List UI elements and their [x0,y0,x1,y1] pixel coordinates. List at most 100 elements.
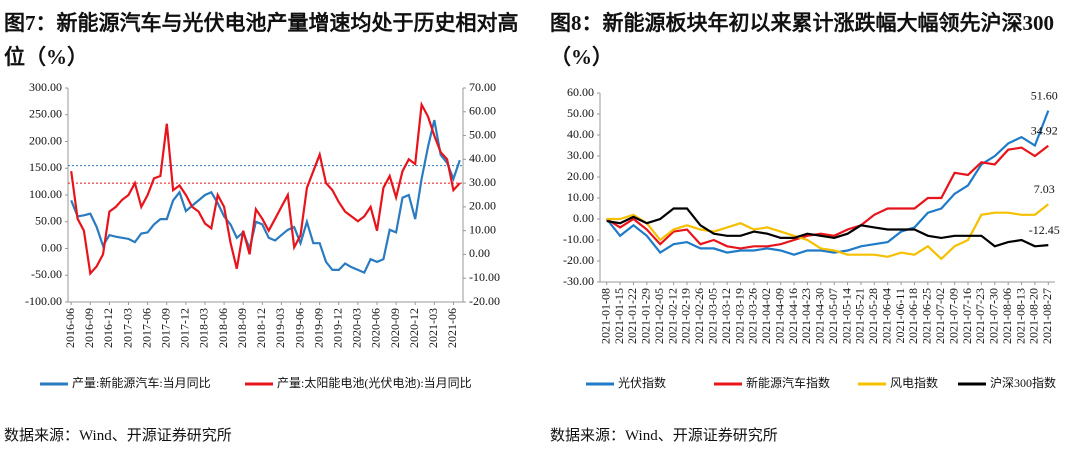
y2-tick-label: 40.00 [469,151,496,165]
legend-label: 风电指数 [890,375,938,390]
y-tick-label: 40.00 [567,127,594,141]
x-tick-label: 2021-06 [445,308,459,348]
y-tick-label: -20.00 [563,253,594,267]
value-label: 51.60 [1031,88,1058,102]
legend-label: 产量:太阳能电池(光伏电池):当月同比 [277,375,472,390]
x-tick-label: 2021-08-27 [1040,288,1054,344]
y2-tick-label: 60.00 [469,104,496,118]
x-tick-label: 2021-05-14 [839,288,853,344]
x-tick-label: 2016-12 [101,308,115,348]
x-tick-label: 2021-06-18 [906,288,920,344]
x-tick-label: 2021-04-30 [813,288,827,344]
value-label: -12.45 [1029,223,1060,237]
x-tick-label: 2021-02-19 [679,288,693,344]
y-tick-label: 250.00 [29,107,62,121]
x-tick-label: 2021-08-13 [1013,288,1027,344]
x-tick-label: 2021-03 [426,308,440,348]
x-tick-label: 2018-09 [235,308,249,348]
y-tick-label: 20.00 [567,169,594,183]
y2-tick-label: 20.00 [469,199,496,213]
x-tick-label: 2021-07-23 [973,288,987,344]
x-tick-label: 2019-12 [331,308,345,348]
series-line [606,203,1049,261]
y-tick-label: -30.00 [563,274,594,288]
x-tick-label: 2021-05-28 [866,288,880,344]
y-tick-label: 100.00 [29,187,62,201]
legend-label: 新能源汽车指数 [746,375,830,390]
x-tick-label: 2020-09 [388,308,402,348]
y2-tick-label: 50.00 [469,127,496,141]
value-label: 7.03 [1034,182,1055,196]
y2-tick-label: 0.00 [469,246,490,260]
chart-title: 图7：新能源汽车与光伏电池产量增速均处于历史相对高位（%） [4,11,519,69]
y-tick-label: 150.00 [29,160,62,174]
x-tick-label: 2020-12 [407,308,421,348]
legend-label: 沪深300指数 [990,375,1056,390]
x-tick-label: 2021-03-05 [706,288,720,344]
x-tick-label: 2021-06-25 [920,288,934,344]
x-tick-label: 2021-03-26 [746,288,760,344]
x-tick-label: 2021-03-12 [719,288,733,344]
x-tick-label: 2021-04-02 [759,288,773,344]
x-tick-label: 2021-08-06 [1000,288,1014,344]
x-tick-label: 2017-09 [159,308,173,348]
y-tick-label: 50.00 [567,106,594,120]
x-tick-label: 2017-06 [139,308,153,348]
x-tick-label: 2021-06-11 [893,288,907,344]
x-tick-label: 2018-12 [254,308,268,348]
series-line [606,207,1049,248]
x-tick-label: 2016-06 [63,308,77,348]
y-tick-label: 30.00 [567,148,594,162]
x-tick-label: 2021-04-09 [772,288,786,344]
x-tick-label: 2021-07-09 [946,288,960,344]
y-tick-label: -100.00 [25,294,62,308]
x-tick-label: 2021-02-05 [652,288,666,344]
y-tick-label: 0.00 [41,240,62,254]
x-tick-label: 2017-03 [120,308,134,348]
x-tick-label: 2021-01-08 [598,288,612,344]
y-tick-label: 10.00 [567,190,594,204]
x-tick-label: 2020-03 [350,308,364,348]
y2-tick-label: 30.00 [469,175,496,189]
x-tick-label: 2021-05-07 [826,288,840,344]
legend-label: 产量:新能源汽车:当月同比 [72,375,211,390]
x-tick-label: 2018-06 [216,308,230,348]
y-tick-label: -50.00 [31,267,62,281]
x-tick-label: 2021-07-02 [933,288,947,344]
y2-tick-label: -20.00 [469,294,500,308]
legend-label: 光伏指数 [618,375,666,390]
y-tick-label: 60.00 [567,85,594,99]
series-line [606,144,1049,250]
source: 数据来源：Wind、开源证券研究所 [4,428,232,444]
x-tick-label: 2019-03 [273,308,287,348]
value-label: 34.92 [1031,123,1058,137]
x-tick-label: 2021-07-30 [987,288,1001,344]
x-tick-label: 2021-02-26 [692,288,706,344]
y-tick-label: 200.00 [29,133,62,147]
x-tick-label: 2019-09 [311,308,325,348]
x-tick-label: 2021-05-21 [853,288,867,344]
x-tick-label: 2017-12 [178,308,192,348]
x-tick-label: 2018-03 [197,308,211,348]
y-tick-label: 300.00 [29,80,62,94]
x-tick-label: 2016-09 [82,308,96,348]
x-tick-label: 2021-06-04 [879,288,893,344]
x-tick-label: 2021-03-19 [732,288,746,344]
y-tick-label: 50.00 [35,214,62,228]
series-line [70,100,461,276]
source: 数据来源：Wind、开源证券研究所 [550,428,778,444]
x-tick-label: 2021-01-29 [639,288,653,344]
chart-title: 图8：新能源板块年初以来累计涨跌幅大幅领先沪深300（%） [550,11,1054,69]
y2-tick-label: 10.00 [469,222,496,236]
x-tick-label: 2021-04-23 [799,288,813,344]
series-line [605,110,1050,256]
x-tick-label: 2021-02-12 [665,288,679,344]
series-line [70,119,461,275]
x-tick-label: 2021-08-20 [1027,288,1041,344]
y-tick-label: -10.00 [563,232,594,246]
y-tick-label: 0.00 [573,211,594,225]
x-tick-label: 2021-01-22 [625,288,639,344]
x-tick-label: 2021-04-16 [786,288,800,344]
